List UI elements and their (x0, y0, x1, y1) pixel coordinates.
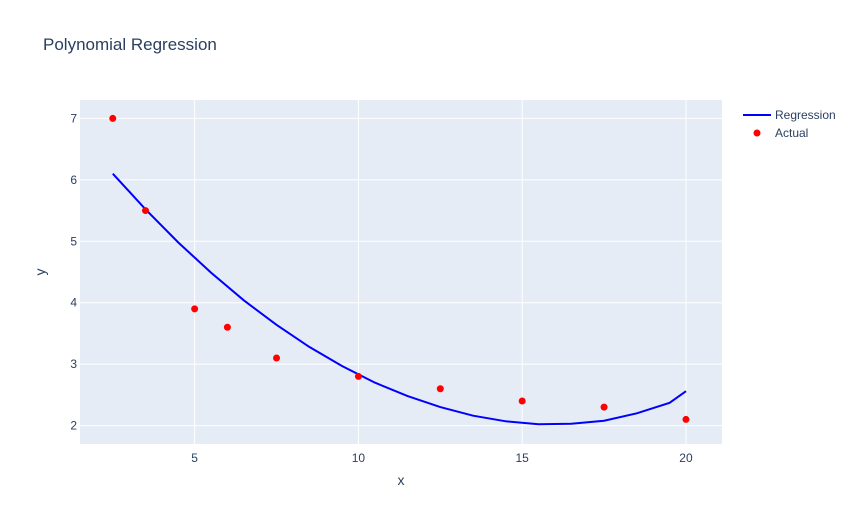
actual-point (600, 403, 608, 411)
actual-point (518, 397, 526, 405)
plot-area (80, 100, 722, 444)
y-axis-title: y (32, 269, 48, 276)
legend: Regression Actual (743, 108, 836, 140)
actual-point (191, 305, 199, 313)
x-tick-label: 15 (516, 451, 530, 465)
y-tick-label: 6 (70, 173, 77, 187)
y-tick-label: 5 (70, 234, 77, 248)
actual-point (223, 323, 231, 331)
grid-lines (80, 100, 722, 444)
legend-swatch-actual[interactable] (753, 129, 761, 137)
x-tick-label: 10 (352, 451, 366, 465)
series-layer (109, 114, 690, 426)
x-tick-label: 20 (679, 451, 693, 465)
axis-ticks: 5 10 15 20 2 3 4 5 6 7 (70, 111, 693, 465)
x-axis-title: x (398, 472, 405, 488)
regression-line (112, 173, 687, 426)
y-tick-label: 3 (70, 357, 77, 371)
actual-point (436, 385, 444, 393)
legend-label-actual[interactable]: Actual (775, 126, 808, 140)
y-tick-label: 7 (70, 111, 77, 125)
actual-point (682, 415, 690, 423)
x-tick-label: 5 (191, 451, 198, 465)
y-tick-label: 2 (70, 419, 77, 433)
actual-point (109, 114, 117, 122)
chart-title: Polynomial Regression (43, 35, 217, 54)
y-tick-label: 4 (70, 296, 77, 310)
actual-point (354, 372, 362, 380)
legend-label-regression[interactable]: Regression (775, 108, 836, 122)
actual-point (142, 207, 150, 215)
actual-point (273, 354, 281, 362)
